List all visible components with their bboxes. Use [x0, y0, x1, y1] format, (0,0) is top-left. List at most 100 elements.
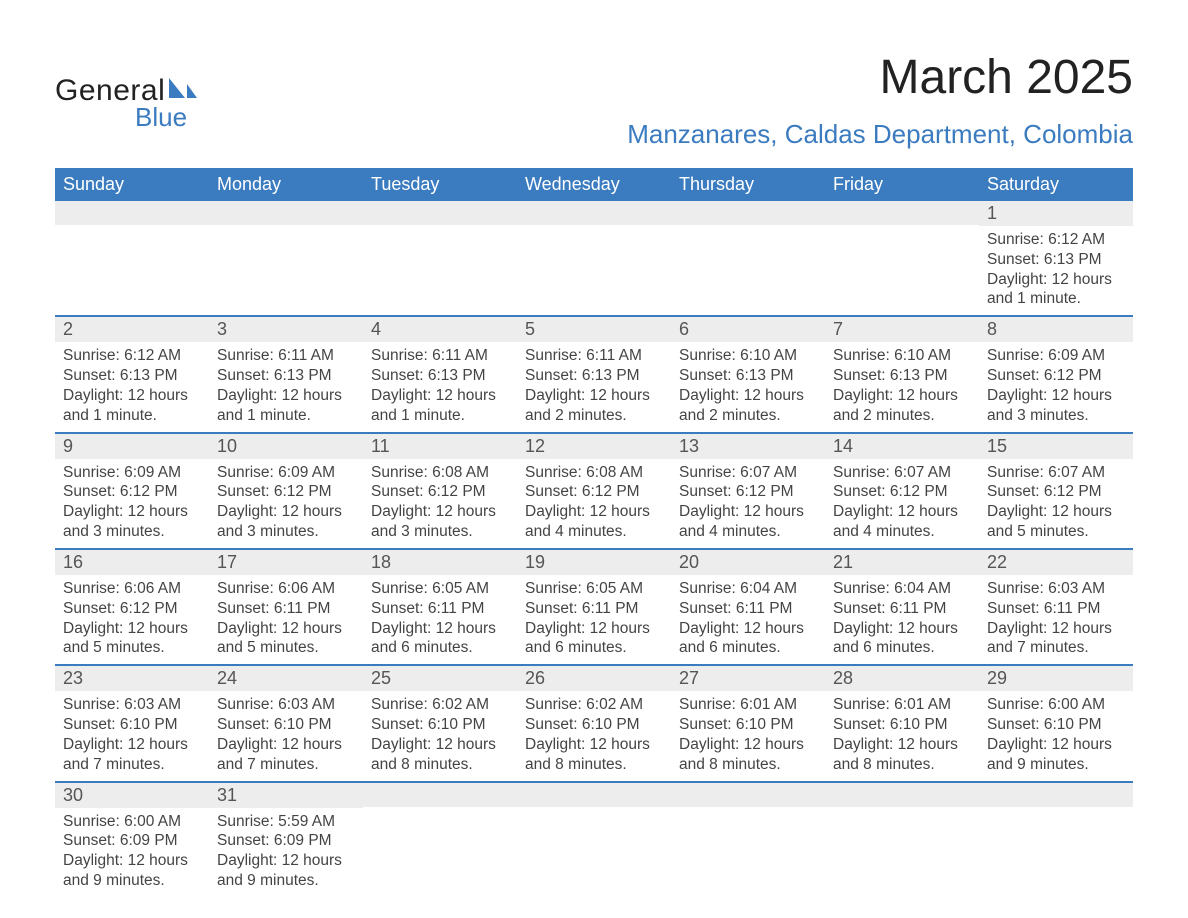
day-cell: 2Sunrise: 6:12 AMSunset: 6:13 PMDaylight…: [55, 315, 209, 431]
sunset-line: Sunset: 6:13 PM: [63, 366, 201, 386]
weekday-header: Friday: [825, 168, 979, 201]
sunrise-line: Sunrise: 6:10 AM: [679, 346, 817, 366]
day-body: Sunrise: 6:07 AMSunset: 6:12 PMDaylight:…: [671, 459, 825, 548]
empty-day: [209, 201, 363, 225]
daylight-line-2: and 5 minutes.: [987, 522, 1125, 542]
sunset-line: Sunset: 6:12 PM: [63, 482, 201, 502]
day-cell: 28Sunrise: 6:01 AMSunset: 6:10 PMDayligh…: [825, 664, 979, 780]
day-number: 17: [209, 548, 363, 575]
day-cell: 1Sunrise: 6:12 AMSunset: 6:13 PMDaylight…: [979, 201, 1133, 315]
sunrise-line: Sunrise: 6:09 AM: [63, 463, 201, 483]
sunrise-line: Sunrise: 6:03 AM: [63, 695, 201, 715]
sunrise-line: Sunrise: 6:11 AM: [525, 346, 663, 366]
day-cell: 16Sunrise: 6:06 AMSunset: 6:12 PMDayligh…: [55, 548, 209, 664]
daylight-line-2: and 2 minutes.: [833, 406, 971, 426]
day-cell: 10Sunrise: 6:09 AMSunset: 6:12 PMDayligh…: [209, 432, 363, 548]
weekday-header-row: SundayMondayTuesdayWednesdayThursdayFrid…: [55, 168, 1133, 201]
daylight-line-1: Daylight: 12 hours: [987, 619, 1125, 639]
page-header: General Blue March 2025 Manzanares, Cald…: [55, 50, 1133, 150]
daylight-line-1: Daylight: 12 hours: [371, 619, 509, 639]
sunset-line: Sunset: 6:12 PM: [371, 482, 509, 502]
sunset-line: Sunset: 6:09 PM: [217, 831, 355, 851]
daylight-line-1: Daylight: 12 hours: [525, 502, 663, 522]
daylight-line-2: and 5 minutes.: [217, 638, 355, 658]
sunrise-line: Sunrise: 6:02 AM: [525, 695, 663, 715]
daylight-line-2: and 7 minutes.: [987, 638, 1125, 658]
day-number: 13: [671, 432, 825, 459]
daylight-line-1: Daylight: 12 hours: [987, 270, 1125, 290]
daylight-line-1: Daylight: 12 hours: [525, 735, 663, 755]
day-cell: [979, 781, 1133, 897]
daylight-line-1: Daylight: 12 hours: [525, 386, 663, 406]
day-cell: 15Sunrise: 6:07 AMSunset: 6:12 PMDayligh…: [979, 432, 1133, 548]
day-cell: 3Sunrise: 6:11 AMSunset: 6:13 PMDaylight…: [209, 315, 363, 431]
sunset-line: Sunset: 6:12 PM: [987, 366, 1125, 386]
daylight-line-2: and 7 minutes.: [63, 755, 201, 775]
week-row: 23Sunrise: 6:03 AMSunset: 6:10 PMDayligh…: [55, 664, 1133, 780]
sunrise-line: Sunrise: 6:01 AM: [833, 695, 971, 715]
sunset-line: Sunset: 6:13 PM: [833, 366, 971, 386]
sunset-line: Sunset: 6:12 PM: [525, 482, 663, 502]
day-body: Sunrise: 6:09 AMSunset: 6:12 PMDaylight:…: [209, 459, 363, 548]
day-number: 31: [209, 781, 363, 808]
daylight-line-1: Daylight: 12 hours: [987, 386, 1125, 406]
daylight-line-2: and 3 minutes.: [63, 522, 201, 542]
daylight-line-2: and 1 minute.: [217, 406, 355, 426]
daylight-line-2: and 3 minutes.: [217, 522, 355, 542]
day-cell: [209, 201, 363, 315]
day-cell: 14Sunrise: 6:07 AMSunset: 6:12 PMDayligh…: [825, 432, 979, 548]
week-row: 9Sunrise: 6:09 AMSunset: 6:12 PMDaylight…: [55, 432, 1133, 548]
sunrise-line: Sunrise: 6:05 AM: [371, 579, 509, 599]
daylight-line-2: and 6 minutes.: [371, 638, 509, 658]
sunrise-line: Sunrise: 6:04 AM: [833, 579, 971, 599]
week-row: 1Sunrise: 6:12 AMSunset: 6:13 PMDaylight…: [55, 201, 1133, 315]
day-cell: [517, 781, 671, 897]
day-number: 20: [671, 548, 825, 575]
daylight-line-1: Daylight: 12 hours: [217, 735, 355, 755]
sunset-line: Sunset: 6:13 PM: [679, 366, 817, 386]
day-cell: 24Sunrise: 6:03 AMSunset: 6:10 PMDayligh…: [209, 664, 363, 780]
sunrise-line: Sunrise: 6:11 AM: [217, 346, 355, 366]
day-number: 25: [363, 664, 517, 691]
day-body: Sunrise: 6:01 AMSunset: 6:10 PMDaylight:…: [671, 691, 825, 780]
daylight-line-1: Daylight: 12 hours: [679, 735, 817, 755]
daylight-line-1: Daylight: 12 hours: [679, 502, 817, 522]
sunrise-line: Sunrise: 5:59 AM: [217, 812, 355, 832]
daylight-line-1: Daylight: 12 hours: [217, 619, 355, 639]
day-number: 14: [825, 432, 979, 459]
day-cell: 5Sunrise: 6:11 AMSunset: 6:13 PMDaylight…: [517, 315, 671, 431]
daylight-line-1: Daylight: 12 hours: [833, 735, 971, 755]
day-body: Sunrise: 6:02 AMSunset: 6:10 PMDaylight:…: [517, 691, 671, 780]
day-cell: 29Sunrise: 6:00 AMSunset: 6:10 PMDayligh…: [979, 664, 1133, 780]
day-number: 7: [825, 315, 979, 342]
weekday-header: Thursday: [671, 168, 825, 201]
day-body: Sunrise: 6:02 AMSunset: 6:10 PMDaylight:…: [363, 691, 517, 780]
daylight-line-2: and 8 minutes.: [679, 755, 817, 775]
day-number: 26: [517, 664, 671, 691]
daylight-line-1: Daylight: 12 hours: [63, 502, 201, 522]
day-cell: 19Sunrise: 6:05 AMSunset: 6:11 PMDayligh…: [517, 548, 671, 664]
day-cell: [825, 201, 979, 315]
daylight-line-1: Daylight: 12 hours: [63, 851, 201, 871]
empty-day: [517, 781, 671, 807]
daylight-line-1: Daylight: 12 hours: [679, 619, 817, 639]
empty-day: [825, 201, 979, 225]
sunset-line: Sunset: 6:10 PM: [525, 715, 663, 735]
weekday-header: Monday: [209, 168, 363, 201]
empty-day: [671, 201, 825, 225]
month-title: March 2025: [627, 50, 1133, 105]
day-cell: [517, 201, 671, 315]
day-number: 5: [517, 315, 671, 342]
day-body: Sunrise: 6:06 AMSunset: 6:11 PMDaylight:…: [209, 575, 363, 664]
sunset-line: Sunset: 6:13 PM: [371, 366, 509, 386]
sunrise-line: Sunrise: 6:06 AM: [63, 579, 201, 599]
day-body: Sunrise: 5:59 AMSunset: 6:09 PMDaylight:…: [209, 808, 363, 897]
daylight-line-1: Daylight: 12 hours: [679, 386, 817, 406]
daylight-line-2: and 9 minutes.: [217, 871, 355, 891]
day-number: 30: [55, 781, 209, 808]
day-number: 24: [209, 664, 363, 691]
sunrise-line: Sunrise: 6:04 AM: [679, 579, 817, 599]
sunrise-line: Sunrise: 6:11 AM: [371, 346, 509, 366]
sunset-line: Sunset: 6:12 PM: [833, 482, 971, 502]
week-row: 2Sunrise: 6:12 AMSunset: 6:13 PMDaylight…: [55, 315, 1133, 431]
